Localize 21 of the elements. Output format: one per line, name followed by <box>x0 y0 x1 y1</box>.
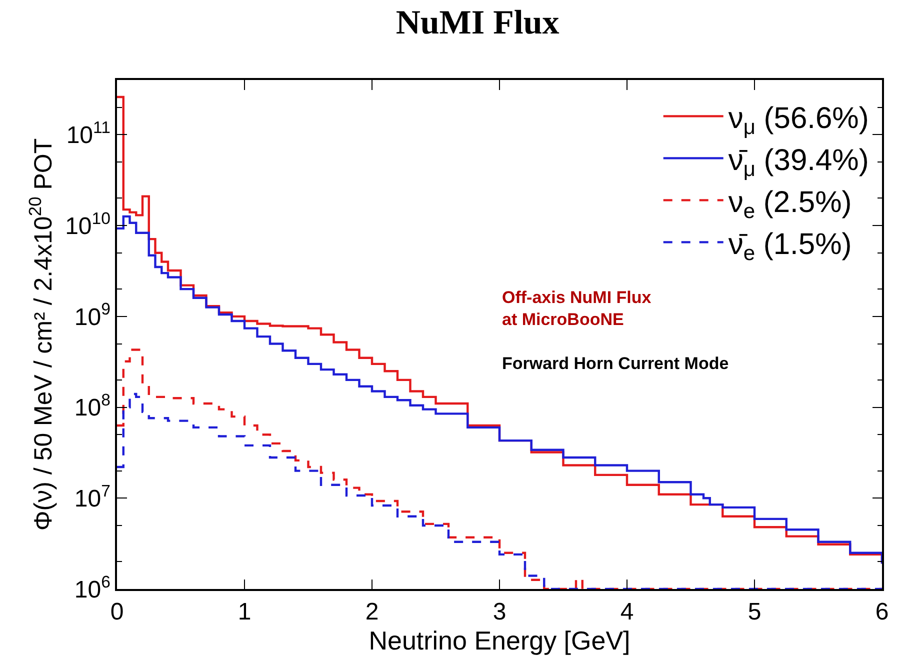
annotation: Forward Horn Current Mode <box>502 354 729 373</box>
y-tick-label: 10$^{6}$ <box>74 572 110 604</box>
x-tick-label: 1 <box>238 598 252 626</box>
legend-label: ν̄$_{μ}$ (39.4%) <box>728 144 869 182</box>
x-tick-label: 3 <box>492 598 506 626</box>
legend-label: ν$_{e}$ (2.5%) <box>728 186 852 224</box>
x-tick-label: 5 <box>748 598 762 626</box>
x-tick-label: 4 <box>620 598 634 626</box>
x-axis-title: Neutrino Energy [GeV] <box>368 626 630 656</box>
x-tick-label: 6 <box>875 598 889 626</box>
y-tick-label: 10$^{8}$ <box>74 390 110 422</box>
x-tick-label: 2 <box>365 598 379 626</box>
y-tick-label: 10$^{11}$ <box>66 118 110 150</box>
y-tick-label: 10$^{10}$ <box>65 208 110 240</box>
x-tick-label: 0 <box>110 598 124 626</box>
legend-label: ν̄$_{e}$ (1.5%) <box>728 228 852 266</box>
annotation: Off-axis NuMI Flux at MicroBooNE <box>502 288 652 330</box>
y-tick-label: 10$^{9}$ <box>74 300 110 331</box>
y-tick-label: 10$^{7}$ <box>74 481 110 513</box>
chart-title: NuMI Flux <box>396 4 560 42</box>
legend-label: ν$_{μ}$ (56.6%) <box>728 102 869 140</box>
